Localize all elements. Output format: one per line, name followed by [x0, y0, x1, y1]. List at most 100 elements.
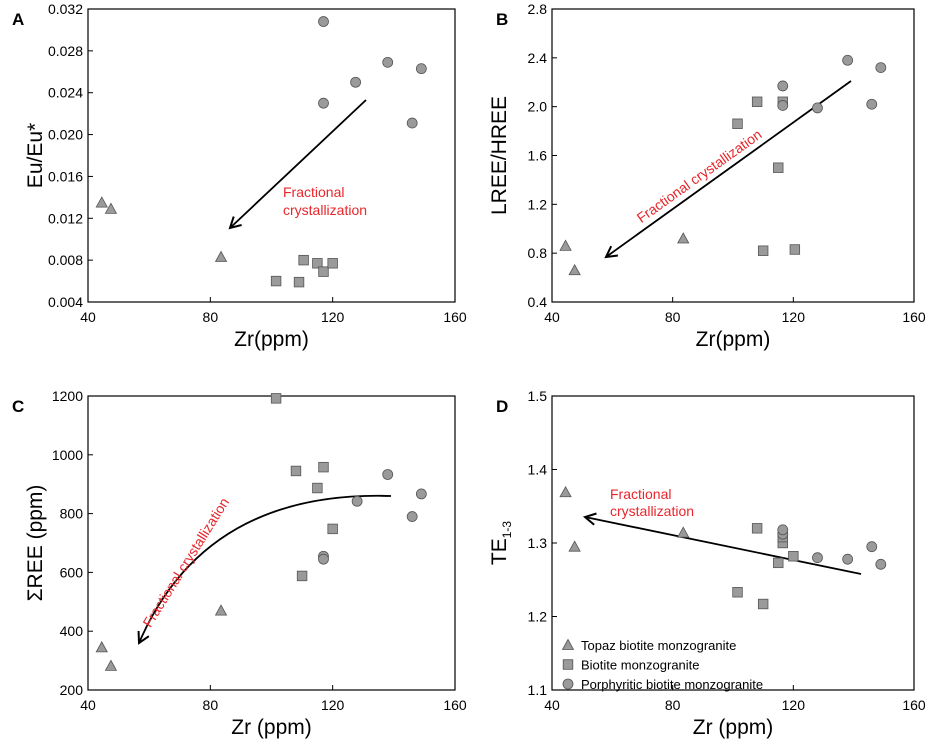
circle-marker	[318, 553, 329, 565]
y-tick-label: 0.8	[528, 245, 548, 261]
y-tick-label: 2.4	[528, 50, 548, 66]
triangle-marker	[104, 659, 118, 671]
square-marker	[296, 570, 308, 582]
circle-marker	[777, 80, 789, 92]
y-tick-label: 1.2	[528, 196, 548, 212]
circle-marker	[562, 678, 574, 690]
circle-marker	[842, 54, 854, 66]
plot-frame	[87, 8, 456, 303]
panel-letter: A	[12, 10, 24, 29]
y-axis-label: TE1-3	[488, 521, 514, 566]
triangle-marker	[677, 232, 690, 244]
y-axis-label: ΣREE (ppm)	[24, 485, 47, 602]
x-tick-label: 120	[321, 309, 345, 325]
x-tick-label: 80	[203, 697, 219, 713]
trend-arrow	[584, 516, 862, 575]
triangle-marker	[95, 196, 108, 208]
panel-letter: D	[496, 397, 508, 416]
triangle-marker	[559, 485, 572, 498]
x-tick-label: 40	[80, 309, 96, 325]
square-marker	[293, 276, 305, 288]
trend-arrow	[229, 99, 367, 229]
arrow-head	[228, 216, 242, 230]
series-square	[270, 254, 338, 288]
circle-marker	[777, 100, 789, 111]
y-tick-label: 0.024	[48, 85, 83, 101]
series-triangle	[95, 604, 228, 671]
x-tick-label: 160	[902, 309, 926, 325]
circle-marker	[866, 541, 878, 553]
square-marker	[327, 258, 338, 269]
x-tick-label: 80	[203, 309, 219, 325]
panel-a: A 0.004 0.008 0.012 0.016 0.020 0.024 0.028 0.03…	[12, 1, 467, 351]
y-tick-label: 1.4	[528, 462, 548, 478]
trend-curve	[138, 494, 392, 644]
series-circle	[777, 54, 887, 114]
annotation-text: crystallization	[283, 202, 367, 218]
y-tick-label: 0.008	[48, 252, 83, 268]
square-marker	[757, 245, 769, 256]
annotation-text: Fractional	[283, 184, 344, 200]
x-tick-label: 120	[782, 697, 806, 713]
x-axis-label: Zr(ppm)	[234, 328, 309, 351]
triangle-marker	[95, 641, 108, 653]
legend-label: Topaz biotite monzogranite	[581, 638, 736, 653]
legend: Topaz biotite monzogranite Biotite monzog…	[561, 638, 763, 692]
circle-marker	[415, 488, 427, 500]
triangle-marker	[559, 239, 572, 251]
triangle-marker	[568, 263, 581, 276]
circle-marker	[406, 511, 418, 522]
triangle-marker	[677, 526, 690, 538]
circle-marker	[382, 469, 394, 480]
series-square	[732, 96, 801, 256]
x-tick-label: 80	[665, 697, 681, 713]
y-tick-label: 2.8	[528, 1, 548, 17]
triangle-marker	[214, 604, 228, 616]
square-marker	[773, 162, 784, 173]
square-marker	[757, 598, 769, 610]
square-marker	[751, 523, 763, 534]
series-square	[732, 523, 799, 610]
square-marker	[318, 266, 329, 277]
circle-marker	[382, 56, 394, 68]
annotation-text: crystallization	[610, 503, 694, 519]
panel-letter: B	[496, 10, 508, 29]
circle-marker	[406, 117, 418, 129]
triangle-marker	[561, 638, 575, 650]
series-square	[270, 393, 338, 582]
y-axis-label: Eu/Eu*	[24, 123, 47, 188]
triangle-marker	[214, 250, 228, 262]
legend-label: Biotite monzogranite	[581, 658, 700, 673]
square-marker	[318, 461, 329, 473]
y-axis-label-subscript: 1-3	[500, 521, 514, 539]
arrow-head	[137, 630, 150, 645]
arrow-head	[604, 245, 619, 259]
square-marker	[788, 551, 799, 562]
triangle-marker	[104, 202, 118, 214]
circle-marker	[350, 76, 362, 88]
square-marker	[732, 587, 743, 598]
square-marker	[732, 118, 743, 129]
x-axis-label: Zr(ppm)	[696, 328, 771, 351]
x-axis-label: Zr (ppm)	[231, 716, 312, 739]
square-marker	[270, 393, 282, 404]
square-marker	[327, 523, 338, 535]
y-axis-label: LREE/HREE	[488, 96, 511, 215]
square-marker	[562, 659, 574, 670]
series-triangle	[559, 485, 690, 552]
circle-marker	[318, 97, 329, 109]
y-tick-label: 2.0	[528, 99, 548, 115]
y-tick-label: 0.028	[48, 43, 83, 59]
x-tick-label: 120	[782, 309, 806, 325]
triangle-marker	[568, 540, 581, 552]
y-tick-label: 1.5	[528, 388, 548, 404]
square-marker	[773, 557, 784, 569]
plot-frame	[87, 395, 456, 691]
y-tick-label: 200	[60, 682, 84, 698]
y-tick-label: 0.032	[48, 1, 83, 17]
legend-label: Porphyritic biotite monzogranite	[581, 677, 763, 692]
y-tick-label: 1.2	[528, 609, 548, 625]
circle-marker	[351, 495, 363, 507]
